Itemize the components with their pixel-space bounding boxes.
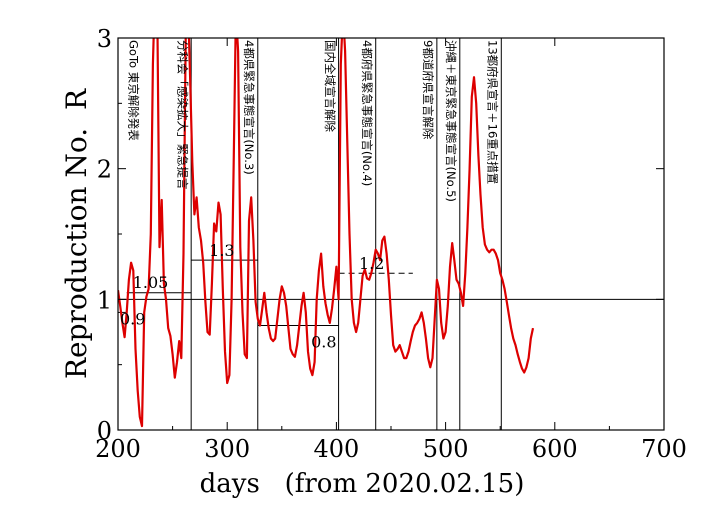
y-tick-label-1: 1 [97, 286, 112, 314]
x-tick-label-1: 300 [204, 435, 250, 463]
period-level-labels: 0.9 1.05 1.3 0.8 1.2 [120, 241, 384, 351]
y-tick-label-2: 2 [97, 156, 112, 184]
x-axis-title: days (from 2020.02.15) [200, 469, 525, 499]
x-tick-label-3: 500 [423, 435, 469, 463]
period-level-label-2: 1.3 [209, 241, 234, 260]
event-label-1: 4都県緊急事態宣言(No.3) [242, 40, 256, 175]
y-tick-label-3: 3 [97, 25, 112, 53]
period-level-label-1: 1.05 [133, 273, 169, 292]
x-tick-label-4: 600 [532, 435, 578, 463]
period-level-label-3: 0.8 [311, 332, 336, 351]
y-axis-title: Reproduction No. R [60, 88, 93, 379]
event-label-4: 9都道府県宣言解除 [421, 40, 435, 140]
event-label-2: 国内全域宣言解除 [323, 40, 337, 132]
period-level-label-4: 1.2 [359, 254, 384, 273]
event-labels: 分科会「感染拡大」緊急提言 4都県緊急事態宣言(No.3) 国内全域宣言解除 4都府県… [127, 40, 500, 202]
event-label-6: 13都府県宣言＋16重点措置 [485, 40, 499, 184]
top-annotation-label: GoTo 東京解除発表 [127, 40, 141, 141]
x-tick-label-5: 700 [641, 435, 687, 463]
period-level-label-0: 0.9 [120, 309, 145, 328]
axis-ticks [117, 37, 665, 431]
x-tick-labels: 200 300 400 500 600 700 [95, 435, 687, 463]
y-tick-label-0: 0 [97, 417, 112, 445]
y-tick-labels: 0 1 2 3 [97, 25, 112, 445]
x-tick-label-2: 400 [313, 435, 359, 463]
event-label-0: 分科会「感染拡大」緊急提言 [175, 40, 189, 190]
series-line [118, 38, 535, 428]
event-label-3: 4都府県緊急事態宣言(No.4) [360, 40, 374, 186]
event-label-5: 沖縄＋東京緊急事態宣言(No.5) [444, 40, 458, 202]
x-tick-label-0: 200 [95, 435, 141, 463]
